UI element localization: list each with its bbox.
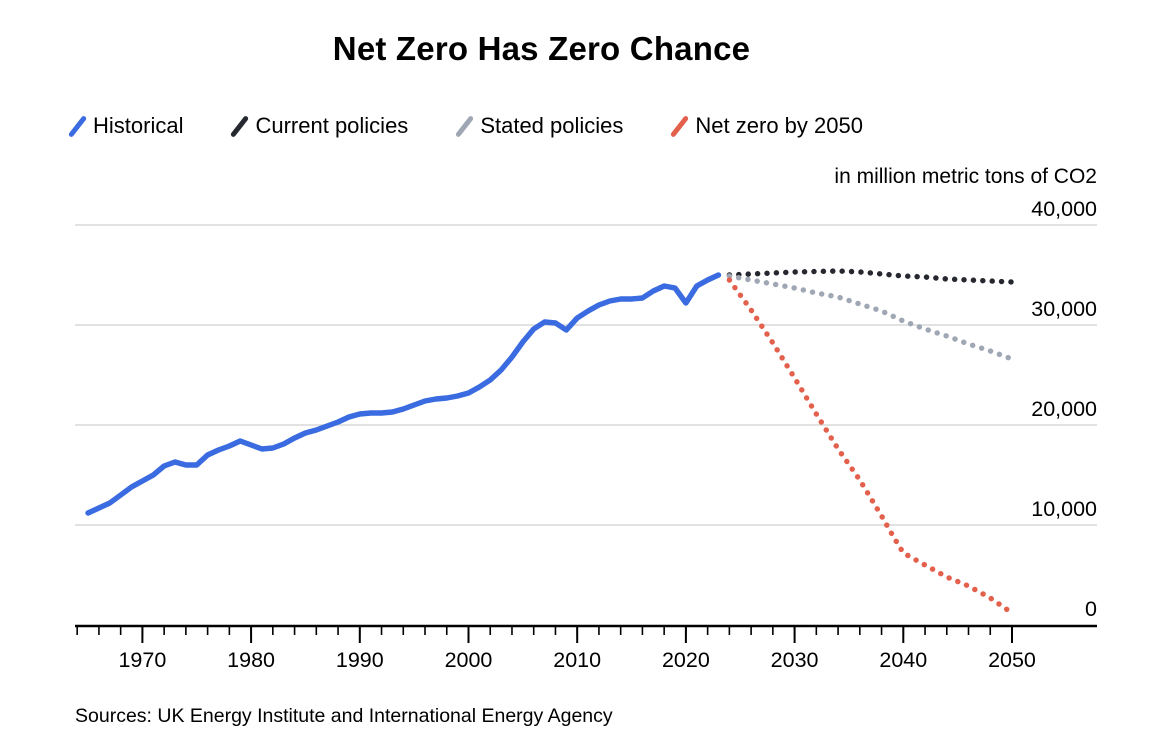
legend-label: Net zero by 2050 — [695, 113, 863, 138]
legend-label: Historical — [93, 113, 184, 138]
svg-text:2050: 2050 — [988, 648, 1036, 672]
svg-text:40,000: 40,000 — [1031, 197, 1097, 221]
legend-item-current-policies: Current policies — [230, 113, 409, 139]
legend-label: Current policies — [255, 113, 409, 138]
legend-label: Stated policies — [480, 113, 624, 138]
svg-text:2000: 2000 — [445, 648, 493, 672]
legend-item-net-zero: Net zero by 2050 — [670, 113, 863, 139]
chart-legend: Historical Current policies Stated polic… — [67, 113, 863, 139]
svg-text:10,000: 10,000 — [1031, 497, 1097, 521]
svg-text:2010: 2010 — [553, 648, 601, 672]
svg-text:0: 0 — [1085, 597, 1097, 621]
svg-text:2030: 2030 — [771, 648, 819, 672]
svg-text:20,000: 20,000 — [1031, 397, 1097, 421]
legend-item-stated-policies: Stated policies — [455, 113, 624, 139]
svg-text:1970: 1970 — [118, 648, 166, 672]
svg-text:30,000: 30,000 — [1031, 297, 1097, 321]
source-note: Sources: UK Energy Institute and Interna… — [75, 705, 613, 727]
y-axis-unit-label: in million metric tons of CO2 — [834, 165, 1097, 188]
chart-title: Net Zero Has Zero Chance — [332, 30, 751, 67]
svg-text:2020: 2020 — [662, 648, 710, 672]
svg-text:1980: 1980 — [227, 648, 275, 672]
svg-text:1990: 1990 — [336, 648, 384, 672]
legend-item-historical: Historical — [67, 113, 184, 139]
svg-text:2040: 2040 — [879, 648, 927, 672]
